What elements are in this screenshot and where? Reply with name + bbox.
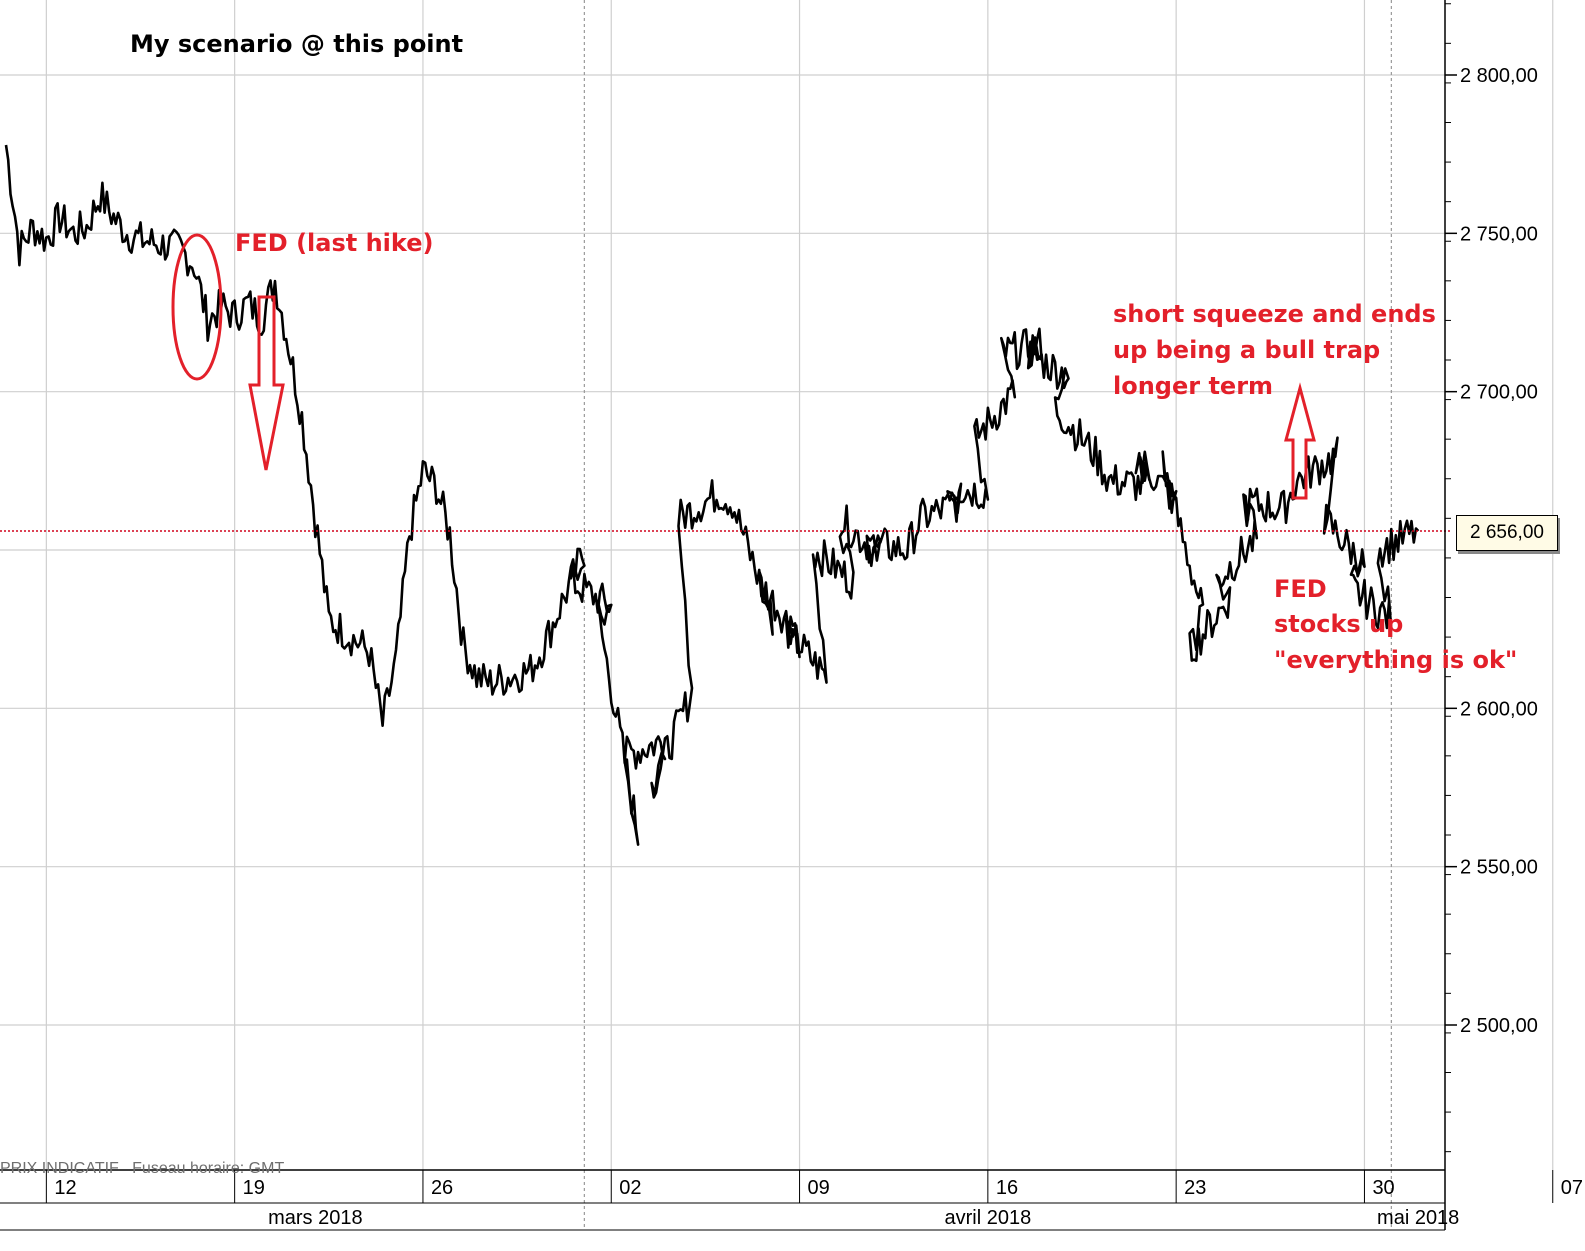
x-tick-label: 19 [243, 1177, 265, 1199]
x-tick-label: 16 [996, 1177, 1018, 1199]
y-tick-label: 2 550,00 [1460, 857, 1538, 879]
x-tick-label: 23 [1184, 1177, 1206, 1199]
fed-note-line-2: stocks up [1274, 610, 1404, 638]
squeeze-note-line-1: short squeeze and ends [1113, 300, 1436, 328]
squeeze-note-line-2: up being a bull trap [1113, 336, 1381, 364]
footer-note: PRIX INDICATIF Fuseau horaire: GMT [0, 1160, 285, 1177]
down-arrow-icon [248, 295, 285, 471]
fed-last-hike-note: FED (last hike) [235, 229, 434, 257]
y-axis: 2 800,00 2 750,00 2 700,00 2 600,00 2 550,00… [1444, 0, 1538, 1230]
y-tick-label: 2 750,00 [1460, 223, 1538, 245]
price-line [4, 144, 1420, 846]
price-series [4, 144, 1420, 846]
x-tick-label: 12 [54, 1177, 76, 1199]
y-tick-label: 2 700,00 [1460, 382, 1538, 404]
fed-hike-highlight-ellipse [171, 233, 223, 381]
last-price-label: 2 656,00 [1456, 515, 1558, 551]
x-tick-label: 09 [808, 1177, 830, 1199]
x-tick-label: 07 [1561, 1177, 1583, 1199]
x-tick-label: 26 [431, 1177, 453, 1199]
month-label: mai 2018 [1377, 1207, 1459, 1229]
month-label: avril 2018 [944, 1207, 1031, 1229]
squeeze-note-line-3: longer term [1113, 372, 1274, 400]
annotation-shapes [171, 233, 1316, 500]
y-tick-label: 2 500,00 [1460, 1015, 1538, 1037]
fed-note-line-3: "everything is ok" [1274, 646, 1518, 674]
x-tick-label: 30 [1372, 1177, 1394, 1199]
up-arrow-icon [1284, 382, 1316, 500]
month-label: mars 2018 [268, 1207, 363, 1229]
y-tick-label: 2 800,00 [1460, 65, 1538, 87]
x-tick-label: 02 [619, 1177, 641, 1199]
scenario-title: My scenario @ this point [130, 30, 464, 58]
x-axis: 12 19 26 02 09 16 23 30 07 mars 2018 avril 2018 mai… [0, 1169, 1583, 1231]
y-tick-label: 2 600,00 [1460, 698, 1538, 720]
fed-note-line-1: FED [1274, 575, 1327, 603]
